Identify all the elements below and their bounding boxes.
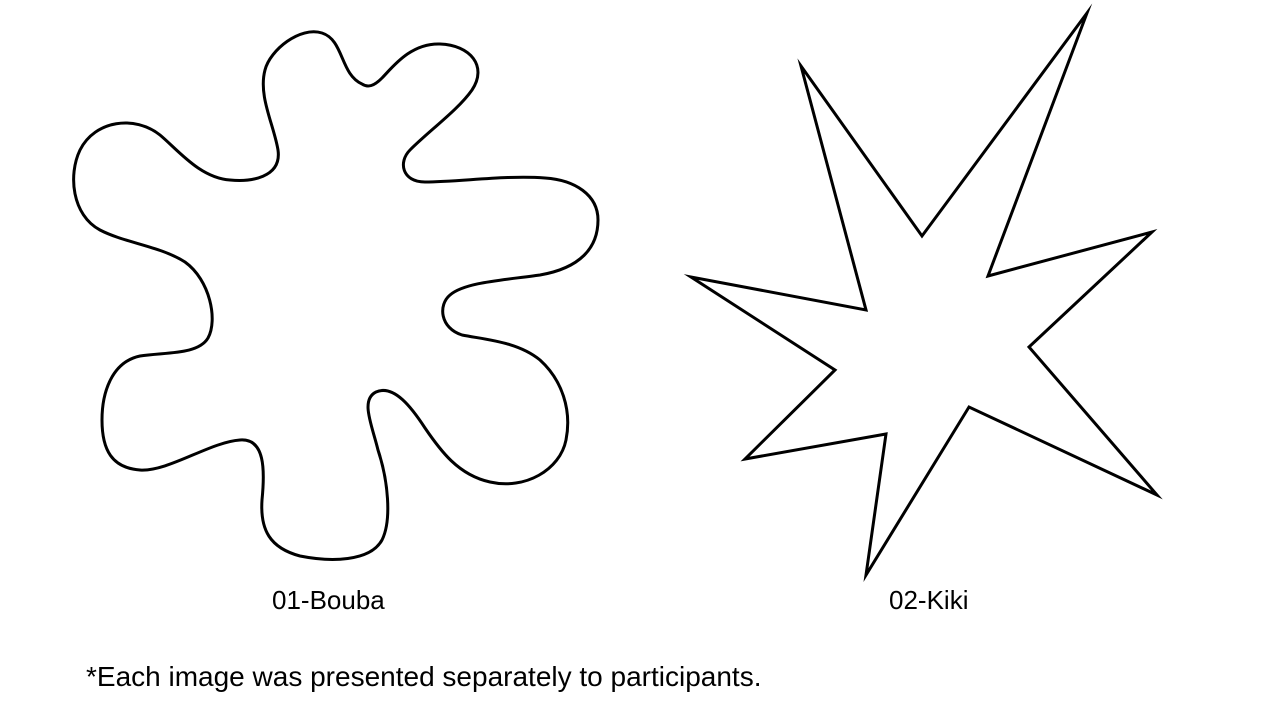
footnote: *Each image was presented separately to …	[86, 661, 762, 692]
kiki-shape	[683, 3, 1163, 582]
bouba-shape	[72, 30, 600, 561]
kiki-label: 02-Kiki	[889, 585, 969, 615]
bouba-label: 01-Bouba	[272, 585, 385, 615]
